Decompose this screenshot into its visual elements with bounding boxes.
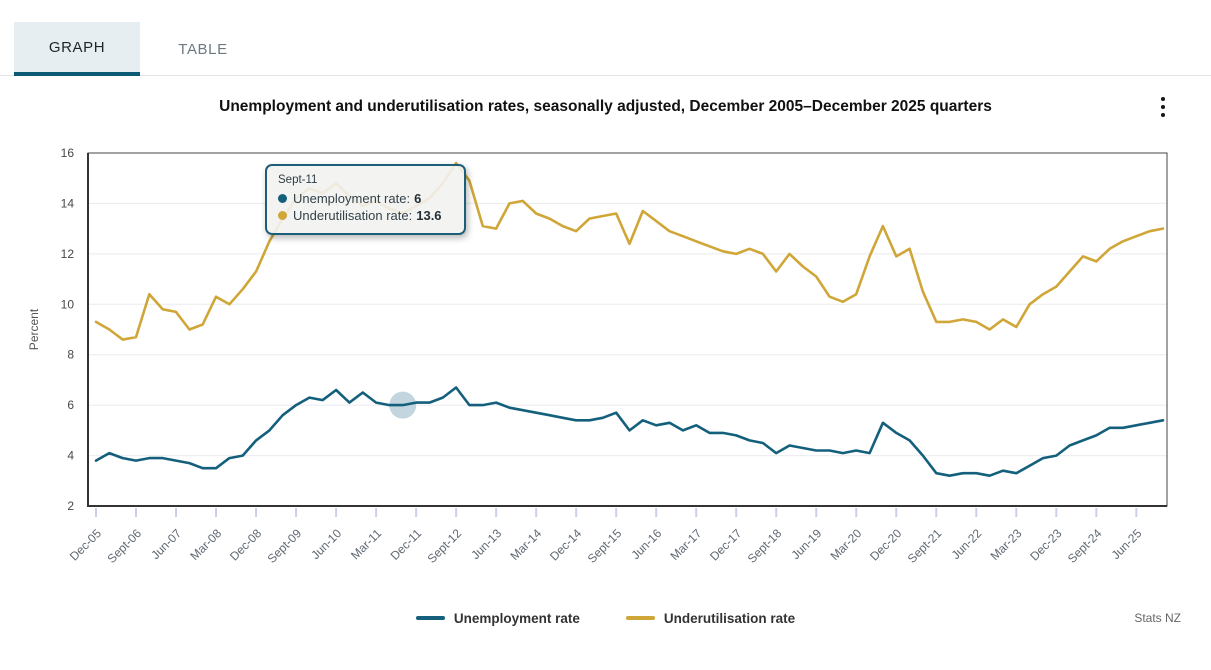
x-tick-label: Dec-23 <box>1027 526 1064 563</box>
legend-label: Underutilisation rate <box>663 610 796 626</box>
kebab-menu-icon[interactable] <box>1157 93 1169 121</box>
x-tick-label: Sept-18 <box>745 526 785 566</box>
legend: Unemployment rate Underutilisation rate … <box>0 598 1211 638</box>
series-dot-icon <box>278 211 287 220</box>
x-tick-label: Sept-21 <box>905 526 945 566</box>
x-tick-label: Mar-20 <box>828 526 865 563</box>
legend-item-unemployment[interactable]: Unemployment rate <box>415 610 580 626</box>
x-tick-label: Dec-17 <box>707 526 744 563</box>
title-row: Unemployment and underutilisation rates,… <box>0 76 1211 138</box>
x-tick-label: Mar-14 <box>507 526 544 563</box>
x-tick-label: Dec-08 <box>227 526 264 563</box>
x-tick-label: Jun-07 <box>148 526 184 562</box>
x-tick-label: Dec-11 <box>388 526 425 563</box>
x-tick-label: Jun-25 <box>1109 526 1145 562</box>
x-tick-label: Dec-20 <box>867 526 904 563</box>
line-swatch-icon <box>415 616 445 620</box>
legend-item-underutilisation[interactable]: Underutilisation rate <box>625 610 796 626</box>
y-tick-label: 6 <box>67 398 74 412</box>
chart-tooltip: Sept-11 Unemployment rate: 6 Underutilis… <box>265 164 466 235</box>
x-tick-label: Jun-19 <box>788 526 824 562</box>
x-tick-label: Dec-05 <box>67 526 104 563</box>
y-axis-title: Percent <box>27 308 41 350</box>
tooltip-value: 13.6 <box>416 208 442 223</box>
x-tick-label: Mar-23 <box>988 526 1025 563</box>
tab-bar: GRAPH TABLE <box>0 0 1211 76</box>
x-tick-label: Jun-22 <box>949 526 985 562</box>
y-tick-label: 2 <box>67 499 74 513</box>
x-tick-label: Sept-06 <box>105 526 145 566</box>
tooltip-row-unemployment: Unemployment rate: 6 <box>278 190 454 207</box>
x-tick-label: Jun-13 <box>468 526 504 562</box>
plot-border <box>87 152 1168 507</box>
x-tick-label: Sept-15 <box>585 526 625 566</box>
tab-table[interactable]: TABLE <box>178 40 228 58</box>
y-tick-label: 10 <box>61 297 75 311</box>
x-tick-label: Jun-10 <box>308 526 344 562</box>
x-tick-label: Mar-08 <box>187 526 224 563</box>
x-tick-label: Sept-12 <box>425 526 465 566</box>
y-tick-label: 4 <box>67 449 74 463</box>
tab-graph[interactable]: GRAPH <box>14 22 140 76</box>
series-line-underutilisation[interactable] <box>94 161 1165 341</box>
series-dot-icon <box>278 194 287 203</box>
y-tick-label: 14 <box>61 196 75 210</box>
tooltip-row-underutilisation: Underutilisation rate: 13.6 <box>278 207 454 224</box>
series-line-unemployment[interactable] <box>94 386 1165 478</box>
tooltip-value: 6 <box>414 191 422 206</box>
tooltip-period: Sept-11 <box>278 174 318 186</box>
x-tick-label: Mar-17 <box>668 526 705 563</box>
line-swatch-icon <box>625 616 655 620</box>
tooltip-label: Underutilisation rate: <box>293 208 413 223</box>
y-tick-label: 16 <box>61 146 75 160</box>
y-tick-label: 8 <box>67 348 74 362</box>
source-attribution: Stats NZ <box>1134 611 1181 625</box>
x-tick-label: Sept-09 <box>265 526 305 566</box>
x-tick-label: Sept-24 <box>1065 526 1105 566</box>
y-tick-label: 12 <box>61 247 75 261</box>
x-tick-label: Jun-16 <box>628 526 664 562</box>
x-tick-label: Mar-11 <box>348 526 384 562</box>
x-tick-label: Dec-14 <box>547 526 584 563</box>
chart-area[interactable]: 2 4 6 8 10 12 14 16 Percent Dec-05 Sept-06 Jun-07 Ma… <box>0 138 1211 598</box>
tooltip-label: Unemployment rate: <box>293 191 411 206</box>
legend-label: Unemployment rate <box>453 610 580 626</box>
chart-title: Unemployment and underutilisation rates,… <box>219 98 992 115</box>
